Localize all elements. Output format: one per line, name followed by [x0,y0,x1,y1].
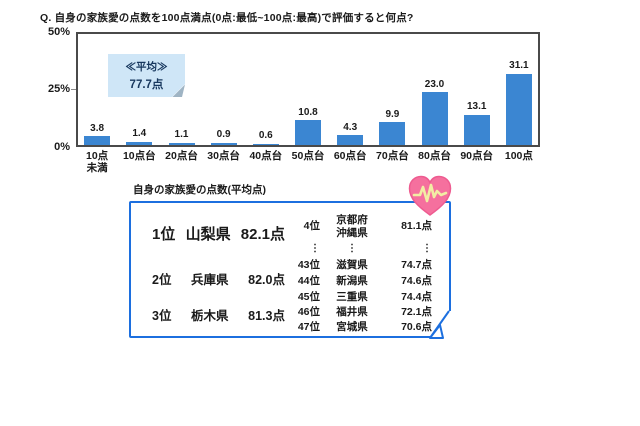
callout-fold-corner-icon [172,84,185,97]
bar-value-label: 31.1 [509,60,529,71]
bar-value-label: 0.9 [216,129,231,141]
ranking-row: 43位 滋賀県 74.7点 [294,259,432,272]
ranking-row: 45位 三重県 74.4点 [294,291,432,304]
score-value: 74.7点 [401,259,432,271]
prefecture-name: 兵庫県 [191,273,229,287]
ranking-row: 47位 宮城県 70.6点 [294,321,432,334]
ranking-box [129,201,451,338]
heart-pulse-icon [408,175,452,216]
ranking-row: 3位 栃木県 81.3点 [152,305,285,324]
chart-bar [126,141,153,145]
rank-label: 4位 [303,220,320,233]
bar-value-label: 9.9 [385,108,400,120]
chart-bar [505,73,532,145]
bar-value-label: 3.8 [90,122,105,134]
bar-value-label: 1.1 [174,129,189,140]
ranking-row: 44位 新潟県 74.6点 [294,275,432,288]
score-value: 74.4点 [401,291,432,303]
rank-label: 47位 [297,321,320,333]
prefecture-name: 栃木県 [191,309,229,323]
bar-value-label: 0.6 [258,130,273,141]
y-axis-tick-25: 25% [47,83,70,95]
x-axis-label: 70点台 [376,150,409,162]
prefecture-name: 宮城県 [336,321,368,333]
x-axis-label: 20点台 [165,150,198,162]
prefecture-name: 福井県 [336,306,368,318]
y-axis-tick-mark [71,89,76,90]
y-axis-tick-50: 50% [47,26,70,38]
chart-bar [295,120,321,145]
x-axis-label: 30点台 [207,150,240,162]
rank-label: 1位 [152,226,176,243]
rank-label: 3位 [152,309,172,323]
x-axis-label: 10点台 [122,150,156,162]
score-value: 81.3点 [248,309,285,323]
rank-label: ⋮ [310,243,320,254]
bar-value-label: 13.1 [466,101,487,113]
x-axis-label: 100点 [504,150,533,162]
bar-value-label: 1.4 [132,128,147,140]
chart-bar [252,143,279,145]
prefecture-name: 京都府 沖縄県 [336,214,368,239]
chart-bar [337,135,364,145]
ranking-row: 1位 山梨県 82.1点 [152,223,285,244]
chart-bar [210,142,237,145]
score-value: 82.0点 [248,273,285,287]
ranking-box-fold-corner-icon [429,310,454,340]
bar-value-label: 4.3 [343,121,358,133]
chart-bar [379,122,406,145]
prefecture-name: 新潟県 [336,275,368,287]
prefecture-name: 山梨県 [185,226,231,243]
average-value: 77.7点 [129,79,164,91]
score-value: ⋮ [422,243,432,254]
prefecture-name: 滋賀県 [336,259,368,271]
bar-value-label: 10.8 [298,106,318,118]
score-value: 72.1点 [401,306,432,318]
bar-value-label: 23.0 [424,78,445,90]
score-value: 74.6点 [401,275,432,287]
rank-label: 2位 [152,273,172,287]
x-axis-label: 60点台 [333,150,367,162]
x-axis-label: 80点台 [418,150,451,162]
x-axis-label: 90点台 [460,150,494,162]
average-callout: ≪平均≫ 77.7点 [108,54,185,97]
ranking-row: 46位 福井県 72.1点 [294,306,432,319]
ranking-row: 4位 京都府 沖縄県 81.1点 [294,214,432,239]
x-axis-label: 40点台 [249,150,283,162]
rank-label: 44位 [297,275,320,287]
x-axis-label: 10点 未満 [86,150,109,174]
ranking-row: 2位 兵庫県 82.0点 [152,269,285,288]
chart-bar [168,142,195,145]
ranking-title: 自身の家族愛の点数(平均点) [133,184,266,196]
score-value: 82.1点 [240,226,285,243]
chart-bar [463,114,490,145]
x-axis-label: 50点台 [291,150,325,162]
score-value: 81.1点 [401,220,432,233]
y-axis-tick-0: 0% [54,141,70,153]
rank-label: 43位 [297,259,320,271]
chart-bar [421,92,448,145]
score-value: 70.6点 [401,321,432,333]
prefecture-name: ⋮ [347,243,357,254]
rank-label: 45位 [297,291,320,303]
average-label: ≪平均≫ [125,61,168,73]
chart-bar [84,136,111,145]
rank-label: 46位 [297,306,320,318]
question-title: Q. 自身の家族愛の点数を100点満点(0点:最低~100点:最高)で評価すると… [40,12,414,24]
prefecture-name: 三重県 [336,291,368,303]
ranking-ellipsis-row: ⋮ ⋮ ⋮ [294,243,432,256]
